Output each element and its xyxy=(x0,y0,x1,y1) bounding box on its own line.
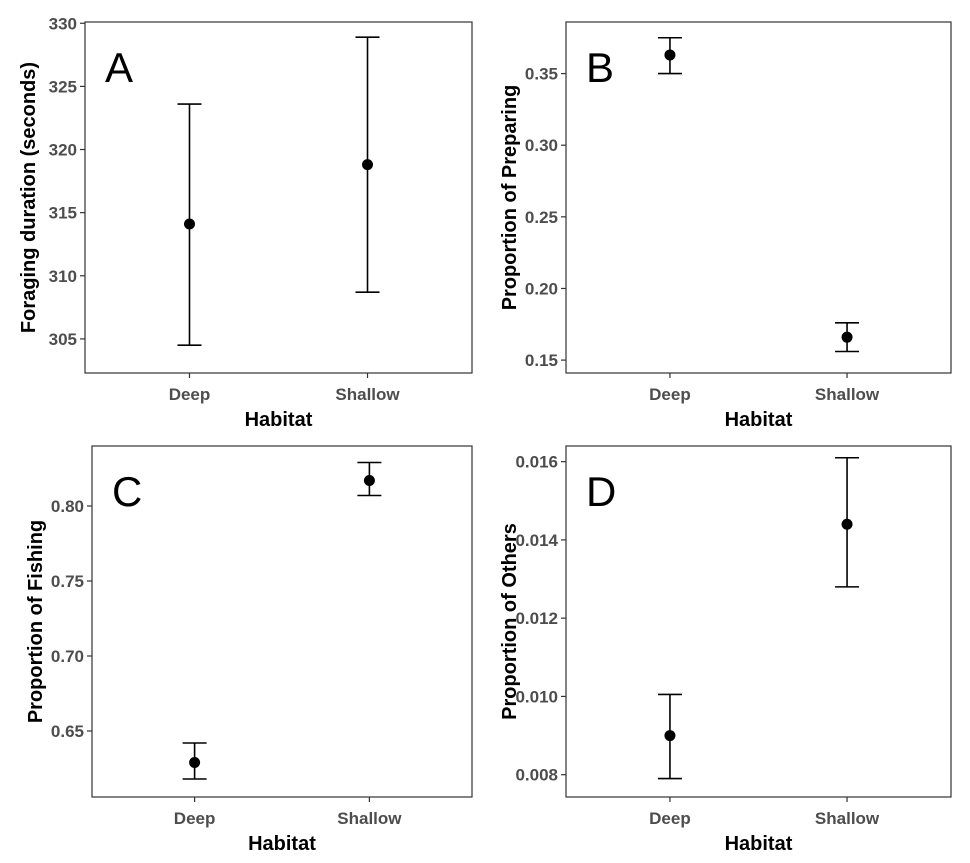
y-axis-title: Proportion of Preparing xyxy=(499,85,521,311)
y-tick-label: 325 xyxy=(49,77,77,96)
x-axis-title: Habitat xyxy=(248,833,316,855)
panel-c: 0.65 0.70 0.75 0.80 Deep Shallow Habitat Propor… xyxy=(25,445,473,855)
y-tick-label: 320 xyxy=(49,141,77,160)
y-tick-label: 315 xyxy=(49,204,77,223)
y-tick-label: 0.80 xyxy=(51,497,84,516)
y-tick-label: 0.012 xyxy=(515,609,558,628)
x-tick-label: Shallow xyxy=(815,385,880,404)
panel-label: A xyxy=(105,44,133,91)
y-tick-label: 330 xyxy=(49,14,77,33)
data-point xyxy=(841,518,853,530)
x-tick-label: Deep xyxy=(169,385,211,404)
y-tick-label: 0.70 xyxy=(51,647,84,666)
x-axis-title: Habitat xyxy=(725,409,793,431)
y-tick-label: 0.016 xyxy=(515,453,558,472)
x-tick-label: Shallow xyxy=(337,809,402,828)
x-axis-title: Habitat xyxy=(725,833,793,855)
panel-a: 305 310 315 320 325 330 Deep Shallow Habitat Fora… xyxy=(18,14,473,431)
plot-frame xyxy=(91,445,473,798)
data-point xyxy=(664,49,676,61)
y-tick-label: 0.010 xyxy=(515,687,558,706)
y-tick-label: 0.35 xyxy=(525,65,558,84)
y-tick-label: 305 xyxy=(49,330,77,349)
panel-label: B xyxy=(586,44,614,91)
y-tick-label: 0.20 xyxy=(525,279,558,298)
plot-frame xyxy=(84,21,473,374)
y-tick-label: 0.65 xyxy=(51,722,84,741)
x-tick-label: Shallow xyxy=(815,809,880,828)
panel-label: C xyxy=(112,468,142,515)
panel-d: 0.008 0.010 0.012 0.014 0.016 Deep Shallow Habi… xyxy=(499,445,952,855)
data-point xyxy=(664,730,676,742)
y-tick-label: 0.15 xyxy=(525,351,558,370)
data-point xyxy=(841,331,853,343)
x-tick-label: Deep xyxy=(649,809,691,828)
y-tick-label: 0.30 xyxy=(525,136,558,155)
data-point xyxy=(183,218,195,230)
y-axis-title: Foraging duration (seconds) xyxy=(18,62,40,333)
x-axis-title: Habitat xyxy=(245,409,313,431)
y-tick-label: 0.008 xyxy=(515,766,558,785)
panel-label: D xyxy=(586,468,616,515)
data-point xyxy=(363,475,375,486)
y-tick-label: 0.25 xyxy=(525,208,558,227)
x-tick-label: Shallow xyxy=(335,385,400,404)
plot-frame xyxy=(565,445,952,798)
x-tick-label: Deep xyxy=(174,809,216,828)
y-tick-label: 0.014 xyxy=(515,531,558,550)
data-point xyxy=(189,757,201,768)
plot-frame xyxy=(565,21,952,374)
data-point xyxy=(362,159,374,171)
panel-b: 0.15 0.20 0.25 0.30 0.35 Deep Shallow Habitat Pr… xyxy=(499,21,952,431)
y-tick-label: 0.75 xyxy=(51,572,84,591)
x-tick-label: Deep xyxy=(649,385,691,404)
y-tick-label: 310 xyxy=(49,267,77,286)
y-axis-title: Proportion of Others xyxy=(499,523,521,720)
y-axis-title: Proportion of Fishing xyxy=(25,520,47,723)
